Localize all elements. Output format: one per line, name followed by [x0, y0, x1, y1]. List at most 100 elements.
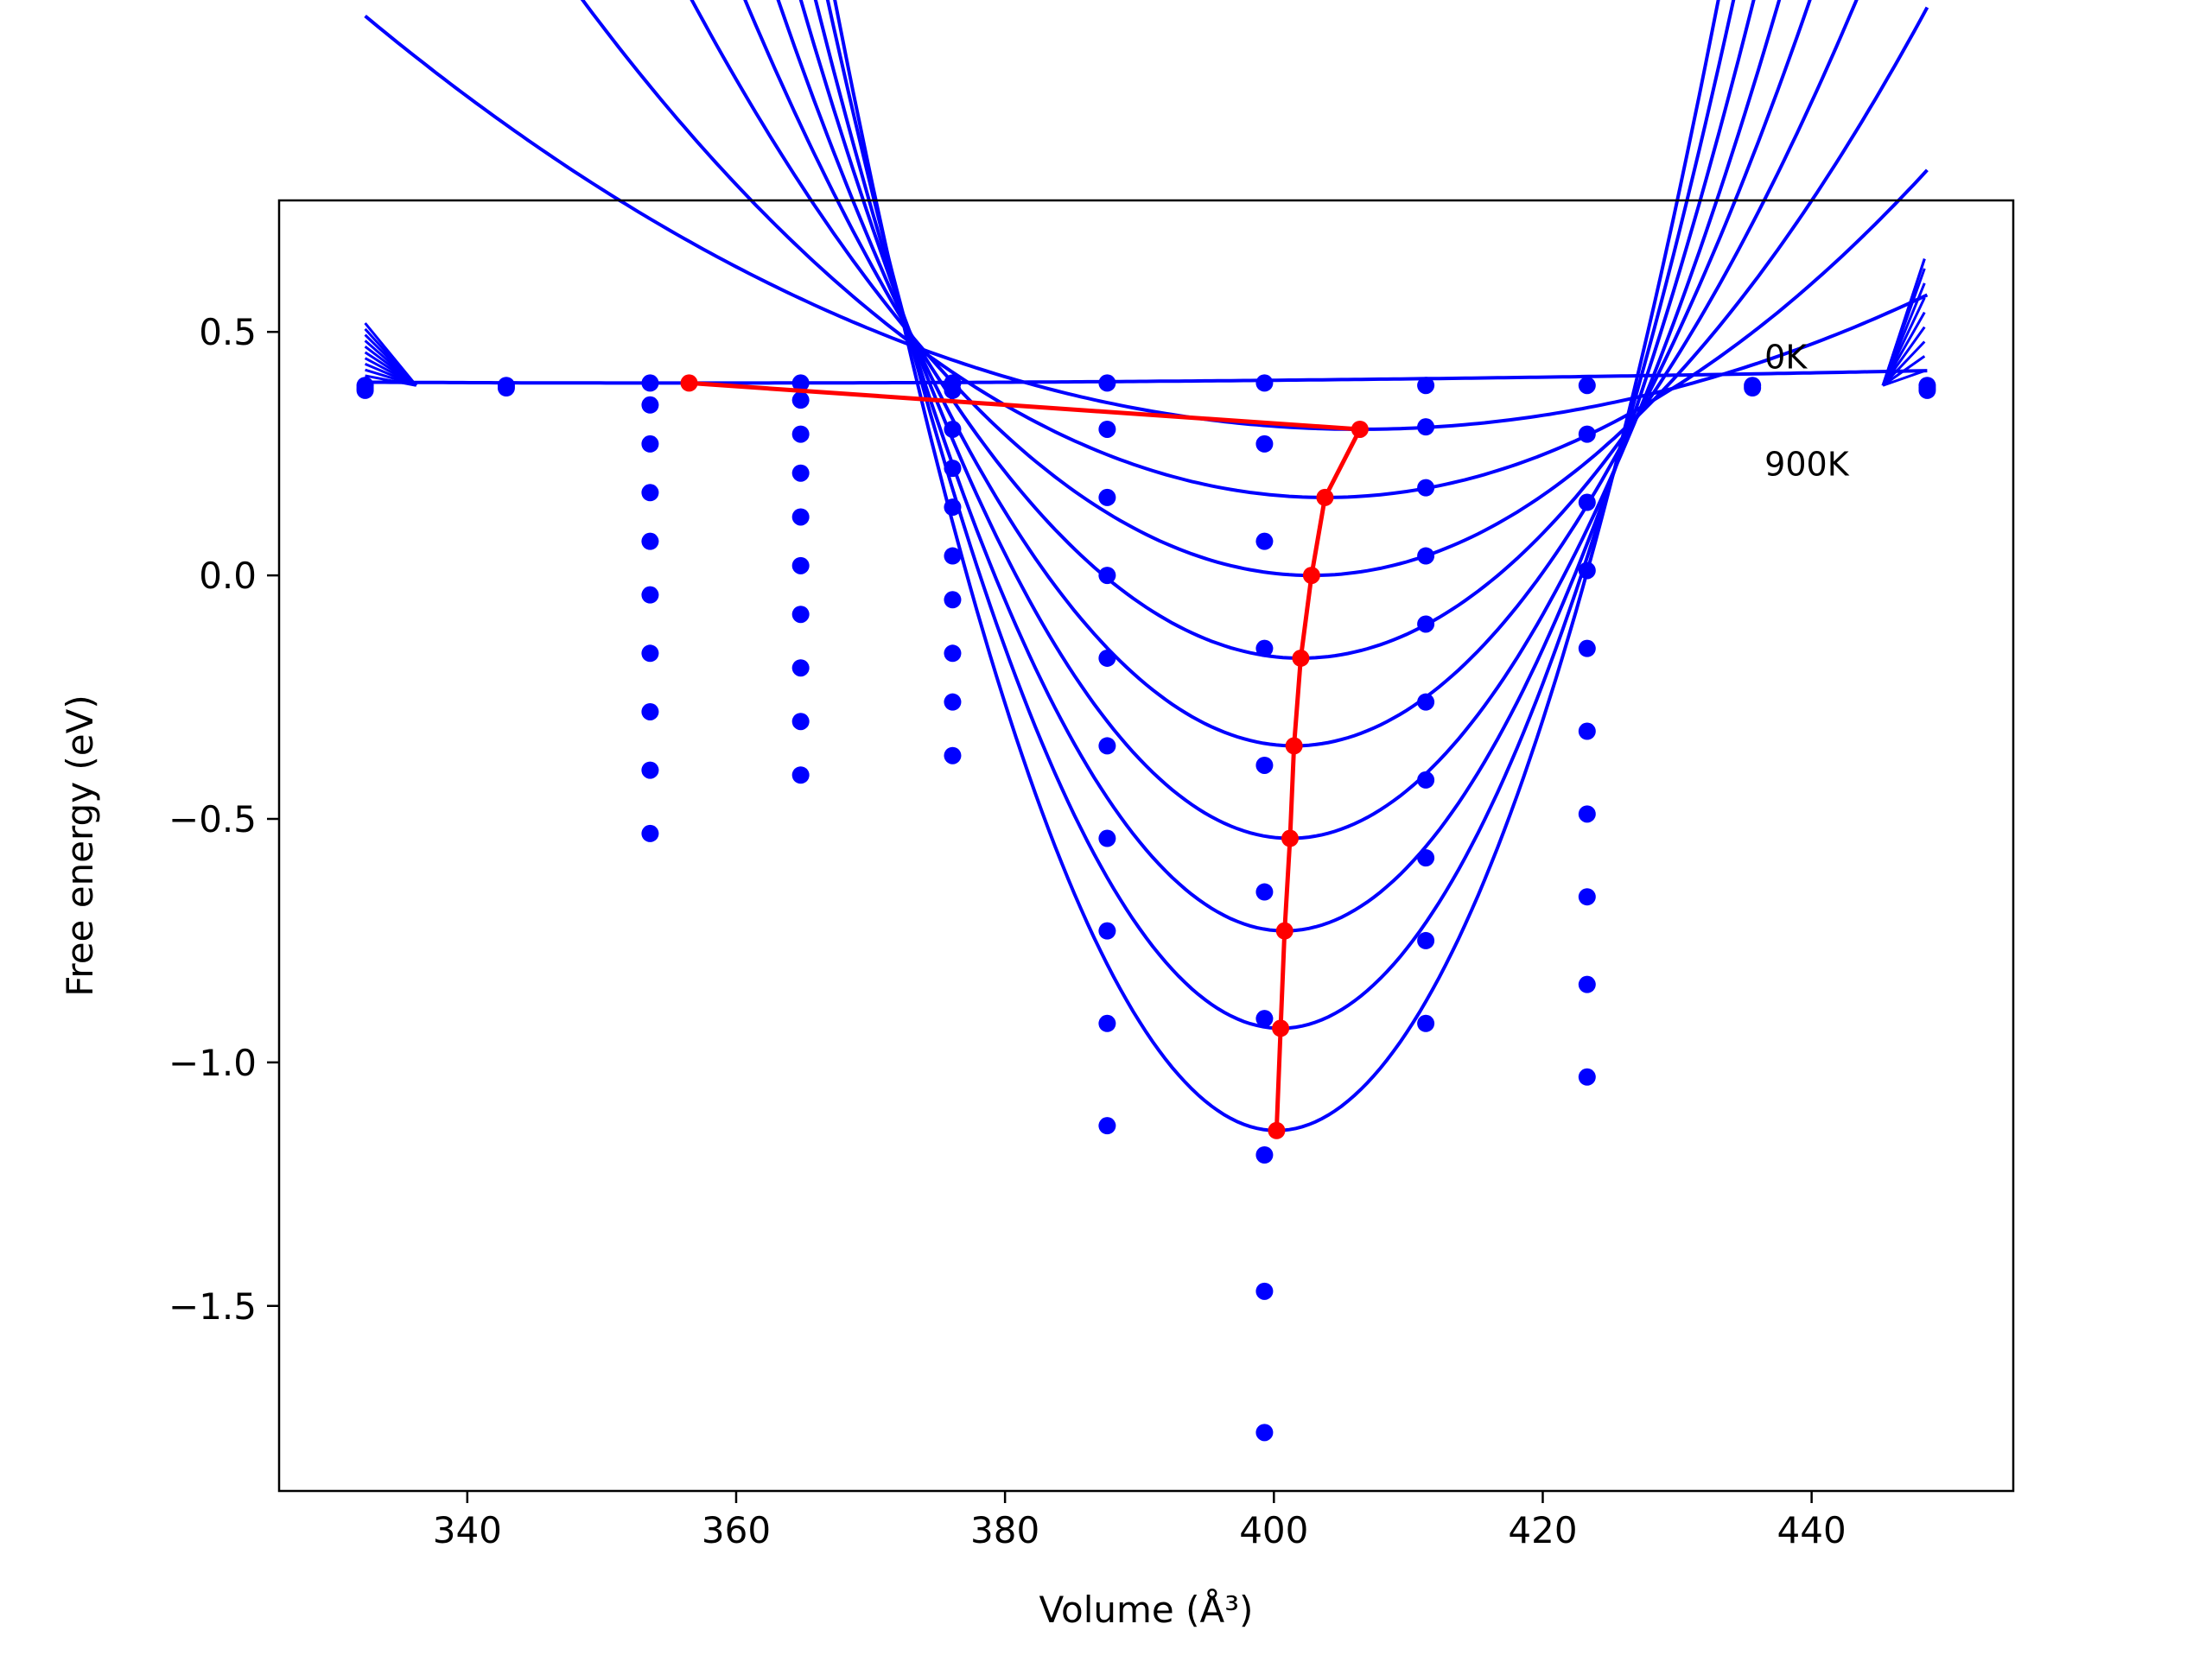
- data-point: [944, 644, 962, 663]
- data-point: [641, 396, 659, 414]
- data-point: [944, 498, 962, 517]
- data-point: [791, 391, 810, 409]
- fit-curve-6: [798, 0, 1782, 841]
- data-point: [1417, 377, 1435, 395]
- data-point: [1098, 488, 1116, 506]
- data-point: [1578, 493, 1596, 511]
- y-axis-label: Free energy (eV): [59, 695, 101, 997]
- data-point: [1255, 1145, 1274, 1164]
- data-point: [1098, 374, 1116, 392]
- fit-curve-8: [825, 0, 1736, 1031]
- minimum-point: [1292, 649, 1310, 667]
- minimum-point: [1272, 1019, 1290, 1037]
- y-tick-label: 0.5: [199, 311, 257, 353]
- data-point: [1578, 722, 1596, 740]
- data-point: [1417, 693, 1435, 711]
- data-point: [791, 464, 810, 482]
- fan-line-right-9: [1881, 258, 1926, 386]
- x-axis-ticks: 340 360 380 400 420 440: [433, 1491, 1847, 1551]
- data-point: [1578, 975, 1596, 993]
- data-point: [641, 435, 659, 453]
- data-points: [356, 374, 1936, 1442]
- data-point: [1578, 561, 1596, 580]
- data-point: [1417, 771, 1435, 789]
- data-point: [497, 379, 515, 397]
- data-point: [944, 460, 962, 478]
- data-point: [1255, 1010, 1274, 1028]
- data-point: [641, 824, 659, 842]
- minimum-point: [1316, 488, 1334, 506]
- data-point: [641, 484, 659, 502]
- data-point: [1417, 615, 1435, 633]
- data-point: [1417, 931, 1435, 949]
- minimum-point: [1268, 1121, 1286, 1139]
- data-point: [1255, 883, 1274, 901]
- y-tick-label: 0.0: [199, 555, 257, 597]
- x-tick-label: 420: [1508, 1509, 1577, 1551]
- annotation-label: 900K: [1764, 445, 1850, 483]
- data-point: [1098, 1117, 1116, 1135]
- data-point: [1255, 1424, 1274, 1442]
- fit-curve-5: [776, 0, 1812, 748]
- data-point: [944, 547, 962, 565]
- data-point: [1255, 374, 1274, 392]
- x-tick-label: 440: [1777, 1509, 1847, 1551]
- data-point: [791, 425, 810, 443]
- data-point: [1578, 377, 1596, 395]
- data-point: [944, 420, 962, 438]
- data-point: [641, 761, 659, 779]
- fan-line-right-0: [1882, 369, 1925, 387]
- y-tick-label: −1.5: [168, 1285, 257, 1328]
- data-point: [1255, 532, 1274, 550]
- data-point: [1918, 381, 1936, 399]
- data-point: [791, 556, 810, 574]
- data-point: [1578, 805, 1596, 823]
- fit-curves: [364, 0, 1929, 1132]
- minimum-point: [1285, 737, 1303, 755]
- minimum-point: [1275, 922, 1294, 940]
- minimum-path: [680, 374, 1369, 1139]
- data-point: [1578, 1068, 1596, 1086]
- fan-line-right-1: [1882, 355, 1926, 387]
- x-axis-label: Volume (Å³): [1039, 1588, 1254, 1631]
- data-point: [1098, 922, 1116, 940]
- fit-curve-3: [690, 0, 1929, 578]
- y-tick-label: −1.0: [168, 1042, 257, 1084]
- data-point: [944, 746, 962, 764]
- data-point: [1098, 420, 1116, 438]
- data-point: [791, 374, 810, 392]
- data-point: [1417, 547, 1435, 565]
- data-point: [791, 659, 810, 677]
- data-point: [1098, 1014, 1116, 1032]
- x-tick-label: 340: [433, 1509, 502, 1551]
- data-point: [944, 381, 962, 399]
- minimum-point: [680, 374, 698, 392]
- data-point: [791, 508, 810, 526]
- annotations: 0K 900K: [1764, 338, 1850, 483]
- fan-line-right-2: [1881, 340, 1926, 387]
- fit-curve-2: [580, 0, 1929, 499]
- data-point: [356, 381, 374, 399]
- fit-curve-9: [833, 0, 1720, 1132]
- data-point: [641, 532, 659, 550]
- y-tick-label: −0.5: [168, 798, 257, 841]
- data-point: [1417, 418, 1435, 436]
- minimum-path-line: [689, 380, 1363, 1131]
- data-point: [641, 702, 659, 720]
- data-point: [1417, 1014, 1435, 1032]
- data-point: [1417, 479, 1435, 497]
- plot-frame: [277, 199, 2015, 1493]
- data-point: [1578, 888, 1596, 906]
- data-point: [791, 766, 810, 784]
- x-tick-label: 400: [1239, 1509, 1308, 1551]
- data-point: [641, 374, 659, 392]
- data-point: [1255, 756, 1274, 774]
- data-point: [1578, 425, 1596, 443]
- annotation-label: 0K: [1764, 338, 1808, 376]
- data-point: [1098, 737, 1116, 755]
- data-point: [1098, 649, 1116, 667]
- x-tick-label: 360: [702, 1509, 771, 1551]
- data-point: [1098, 829, 1116, 847]
- data-point: [641, 644, 659, 663]
